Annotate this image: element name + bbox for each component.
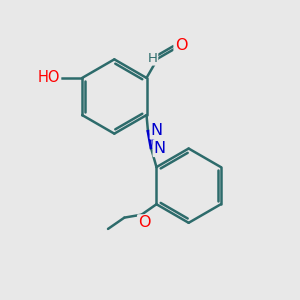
Text: O: O <box>138 215 151 230</box>
Text: HO: HO <box>38 70 60 85</box>
Text: N: N <box>154 141 166 156</box>
Text: H: H <box>147 52 157 64</box>
Text: N: N <box>151 123 163 138</box>
Text: O: O <box>175 38 187 53</box>
